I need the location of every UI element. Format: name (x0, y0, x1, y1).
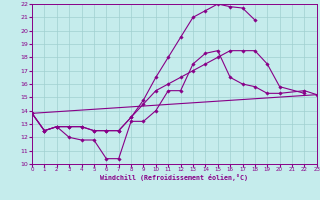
X-axis label: Windchill (Refroidissement éolien,°C): Windchill (Refroidissement éolien,°C) (100, 174, 248, 181)
